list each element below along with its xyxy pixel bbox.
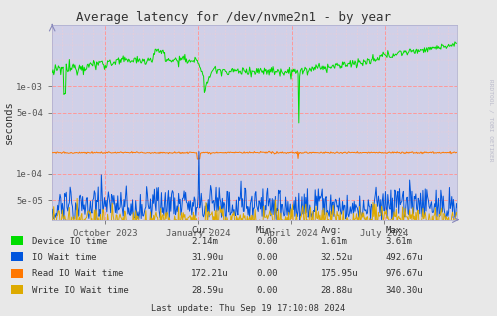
Text: Min:: Min: xyxy=(256,226,277,235)
Text: 0.00: 0.00 xyxy=(256,270,277,278)
Text: Cur:: Cur: xyxy=(191,226,213,235)
Text: RRDTOOL / TOBI OETIKER: RRDTOOL / TOBI OETIKER xyxy=(489,79,494,161)
Text: 1.61m: 1.61m xyxy=(321,237,347,246)
Text: Average latency for /dev/nvme2n1 - by year: Average latency for /dev/nvme2n1 - by ye… xyxy=(76,11,391,24)
Text: 172.21u: 172.21u xyxy=(191,270,229,278)
Text: 492.67u: 492.67u xyxy=(385,253,423,262)
Text: 0.00: 0.00 xyxy=(256,237,277,246)
Text: Last update: Thu Sep 19 17:10:08 2024: Last update: Thu Sep 19 17:10:08 2024 xyxy=(152,304,345,313)
Text: 32.52u: 32.52u xyxy=(321,253,353,262)
Text: Write IO Wait time: Write IO Wait time xyxy=(32,286,129,295)
Text: Max:: Max: xyxy=(385,226,407,235)
Text: 2.14m: 2.14m xyxy=(191,237,218,246)
Y-axis label: seconds: seconds xyxy=(3,100,13,144)
Text: 0.00: 0.00 xyxy=(256,253,277,262)
Text: 3.61m: 3.61m xyxy=(385,237,412,246)
Text: 28.59u: 28.59u xyxy=(191,286,224,295)
Text: Device IO time: Device IO time xyxy=(32,237,107,246)
Text: 0.00: 0.00 xyxy=(256,286,277,295)
Text: 28.88u: 28.88u xyxy=(321,286,353,295)
Text: IO Wait time: IO Wait time xyxy=(32,253,97,262)
Text: 340.30u: 340.30u xyxy=(385,286,423,295)
Text: Read IO Wait time: Read IO Wait time xyxy=(32,270,124,278)
Text: 976.67u: 976.67u xyxy=(385,270,423,278)
Text: 31.90u: 31.90u xyxy=(191,253,224,262)
Text: Avg:: Avg: xyxy=(321,226,342,235)
Text: 175.95u: 175.95u xyxy=(321,270,358,278)
